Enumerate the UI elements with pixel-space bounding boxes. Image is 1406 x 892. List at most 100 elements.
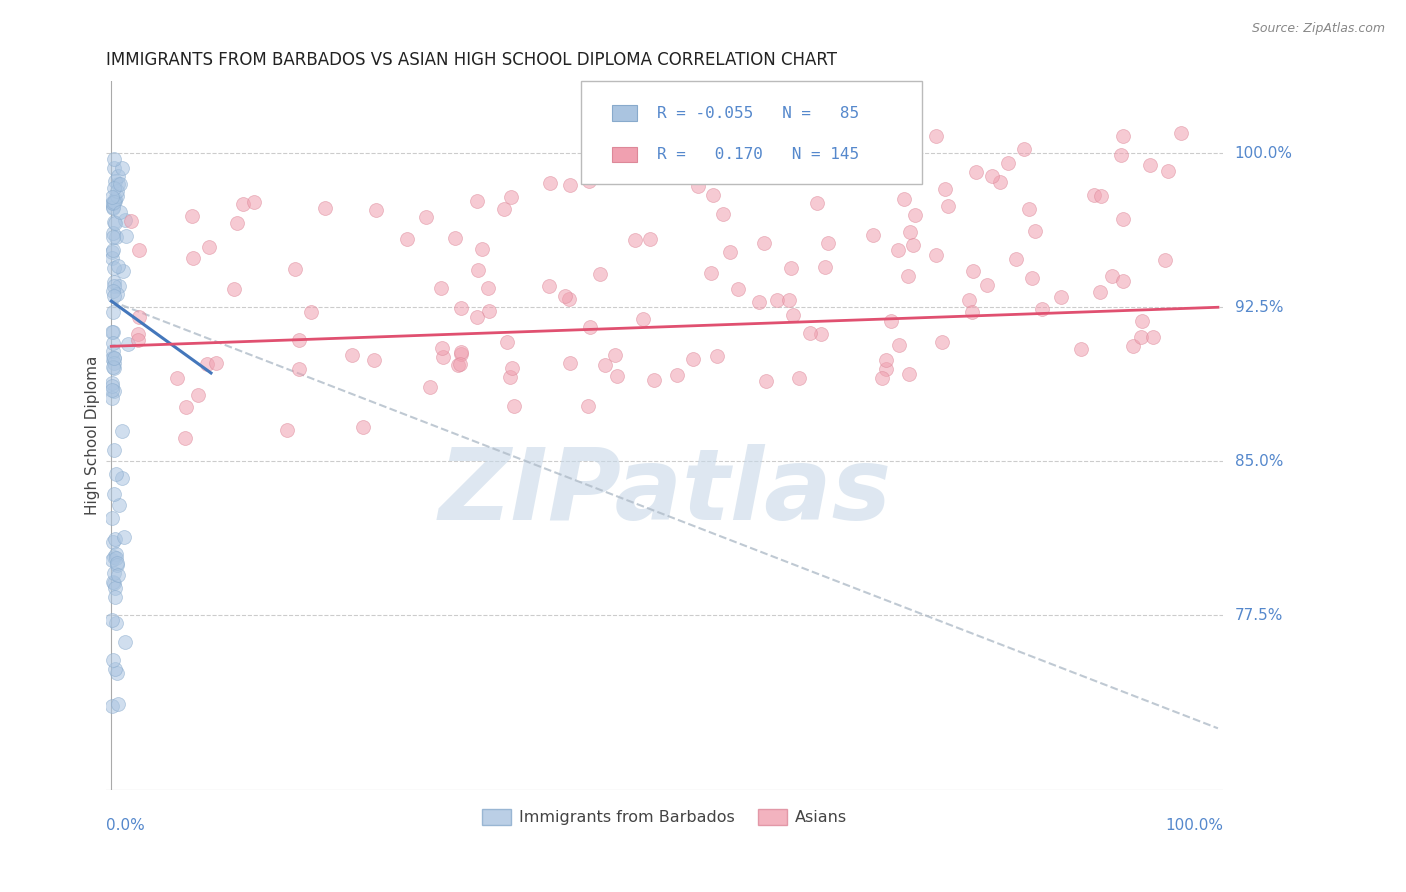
Point — [1139, 158, 1161, 172]
Point — [181, 209, 204, 223]
Point — [711, 206, 734, 220]
Point — [450, 347, 472, 361]
Point — [1112, 273, 1135, 287]
Text: R = -0.055   N =   85: R = -0.055 N = 85 — [657, 106, 859, 120]
Point — [114, 635, 136, 649]
Y-axis label: High School Diploma: High School Diploma — [86, 356, 100, 516]
Point — [893, 192, 915, 206]
Point — [232, 197, 254, 211]
Point — [787, 370, 810, 384]
Text: 77.5%: 77.5% — [1234, 607, 1282, 623]
Point — [128, 243, 150, 257]
Point — [101, 575, 124, 590]
FancyBboxPatch shape — [612, 105, 637, 121]
Point — [429, 280, 451, 294]
Point — [880, 314, 903, 328]
Text: 85.0%: 85.0% — [1234, 454, 1282, 469]
Point — [101, 383, 124, 397]
Point — [806, 196, 828, 211]
Point — [103, 344, 125, 359]
Point — [104, 533, 127, 547]
Point — [198, 240, 221, 254]
Point — [288, 333, 311, 347]
Point — [870, 371, 893, 385]
Point — [103, 549, 125, 564]
Point — [107, 259, 129, 273]
Point — [578, 174, 600, 188]
Point — [107, 567, 129, 582]
Point — [104, 193, 127, 207]
Point — [101, 379, 124, 393]
Point — [103, 161, 125, 175]
Point — [284, 261, 307, 276]
Point — [101, 201, 124, 215]
Point — [364, 202, 387, 217]
Point — [782, 308, 804, 322]
Point — [105, 230, 128, 244]
Point — [898, 225, 921, 239]
Point — [780, 261, 803, 276]
Point — [1024, 223, 1046, 237]
Point — [103, 384, 125, 399]
Point — [980, 169, 1002, 183]
Point — [718, 244, 741, 259]
Point — [1142, 330, 1164, 344]
Point — [623, 233, 645, 247]
Point — [103, 200, 125, 214]
Point — [896, 268, 918, 283]
Point — [1112, 128, 1135, 143]
Point — [100, 376, 122, 390]
Point — [107, 177, 129, 191]
Point — [478, 303, 501, 318]
Point — [111, 471, 134, 485]
Point — [103, 279, 125, 293]
Point — [117, 337, 139, 351]
Point — [101, 243, 124, 257]
Point — [682, 352, 704, 367]
Point — [419, 380, 441, 394]
Point — [105, 467, 128, 481]
Point — [501, 361, 523, 376]
Point — [706, 349, 728, 363]
Point — [128, 310, 150, 324]
Point — [765, 293, 787, 307]
Point — [988, 175, 1011, 189]
Point — [875, 353, 897, 368]
Point — [700, 266, 723, 280]
Point — [560, 178, 582, 193]
Point — [1018, 202, 1040, 217]
Point — [875, 362, 897, 376]
Point — [127, 326, 149, 341]
Point — [603, 348, 626, 362]
Point — [103, 195, 125, 210]
Point — [778, 293, 800, 307]
Point — [276, 423, 298, 437]
Point — [931, 334, 953, 349]
Point — [502, 399, 524, 413]
Point — [465, 194, 488, 209]
Point — [197, 357, 219, 371]
Point — [173, 431, 195, 445]
Point — [105, 547, 128, 561]
Point — [415, 211, 437, 225]
Point — [960, 305, 983, 319]
Text: 0.0%: 0.0% — [105, 818, 145, 833]
Point — [903, 238, 925, 252]
Point — [1004, 252, 1026, 266]
Point — [103, 351, 125, 365]
Point — [103, 566, 125, 580]
Point — [100, 351, 122, 365]
Point — [111, 424, 134, 438]
Point — [755, 375, 778, 389]
Point — [630, 164, 652, 178]
Point — [447, 358, 470, 372]
Point — [467, 310, 489, 324]
Point — [576, 399, 599, 413]
Point — [817, 236, 839, 251]
Legend: Immigrants from Barbados, Asians: Immigrants from Barbados, Asians — [475, 802, 853, 831]
Point — [1122, 339, 1144, 353]
Point — [976, 278, 998, 293]
Point — [496, 334, 519, 349]
Point — [1101, 268, 1123, 283]
Point — [665, 368, 688, 383]
